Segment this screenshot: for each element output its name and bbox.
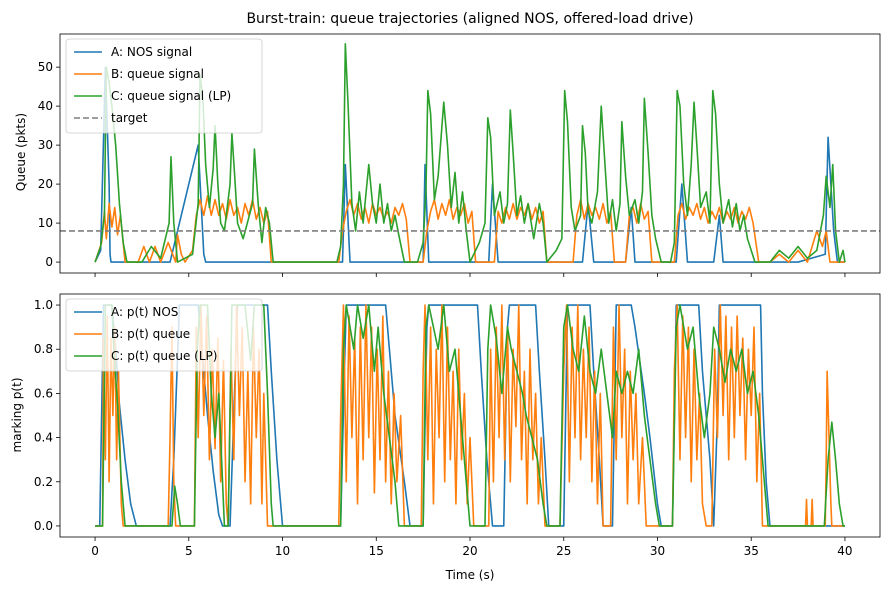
marking-panel: 0 5 10 15 20 25 30 35 40 0.0 0.2 0.4 0.6 0.8 1.0 A: p(t… bbox=[34, 293, 881, 558]
x-tick-label: 10 bbox=[275, 544, 290, 558]
series-line bbox=[94, 195, 845, 263]
x-tick-label: 40 bbox=[837, 544, 852, 558]
x-tick-label: 25 bbox=[556, 544, 571, 558]
y-tick-label: 10 bbox=[38, 216, 53, 230]
x-tick-label: 0 bbox=[91, 544, 99, 558]
legend-entry: C: p(t) queue (LP) bbox=[111, 349, 217, 363]
y-tick-label: 40 bbox=[38, 99, 53, 113]
series-line bbox=[95, 304, 845, 527]
legend-entry: target bbox=[111, 111, 148, 125]
y-tick-label: 1.0 bbox=[34, 298, 53, 312]
y-tick-label: 20 bbox=[38, 177, 53, 191]
queue-panel: 0 10 20 30 40 50 A: NOS signal B: queue signal C… bbox=[38, 33, 881, 277]
legend-entry: B: p(t) queue bbox=[111, 327, 190, 341]
top-y-axis-label: Queue (pkts) bbox=[14, 113, 28, 191]
y-tick-label: 0.0 bbox=[34, 519, 53, 533]
x-tick-label: 15 bbox=[369, 544, 384, 558]
series-line bbox=[94, 66, 845, 263]
legend-entry: A: NOS signal bbox=[111, 45, 192, 59]
x-tick-label: 35 bbox=[744, 544, 759, 558]
chart-title: Burst-train: queue trajectories (aligned… bbox=[246, 11, 693, 27]
legend-entry: C: queue signal (LP) bbox=[111, 89, 231, 103]
y-tick-label: 0.6 bbox=[34, 386, 53, 400]
bottom-y-axis-label: marking p(t) bbox=[10, 378, 24, 453]
axes-frame bbox=[59, 33, 881, 274]
y-tick-label: 30 bbox=[38, 138, 53, 152]
y-tick-label: 0.2 bbox=[34, 475, 53, 489]
legend-box bbox=[65, 38, 263, 134]
y-tick-label: 0.4 bbox=[34, 431, 53, 445]
x-tick-label: 20 bbox=[462, 544, 477, 558]
plot-area bbox=[60, 42, 880, 263]
y-tick-label: 0.8 bbox=[34, 342, 53, 356]
legend: A: p(t) NOS B: p(t) queue C: p(t) queue (L… bbox=[65, 298, 263, 372]
x-tick-label: 30 bbox=[650, 544, 665, 558]
legend: A: NOS signal B: queue signal C: queue sig… bbox=[65, 38, 263, 134]
axes-frame bbox=[59, 293, 881, 538]
legend-entry: B: queue signal bbox=[111, 67, 204, 81]
series-line bbox=[94, 42, 846, 263]
legend-entry: A: p(t) NOS bbox=[111, 305, 178, 319]
y-tick-label: 50 bbox=[38, 60, 53, 74]
legend-box bbox=[65, 298, 263, 372]
x-tick-label: 5 bbox=[185, 544, 193, 558]
x-axis-label: Time (s) bbox=[445, 568, 495, 582]
y-tick-label: 0 bbox=[45, 255, 53, 269]
